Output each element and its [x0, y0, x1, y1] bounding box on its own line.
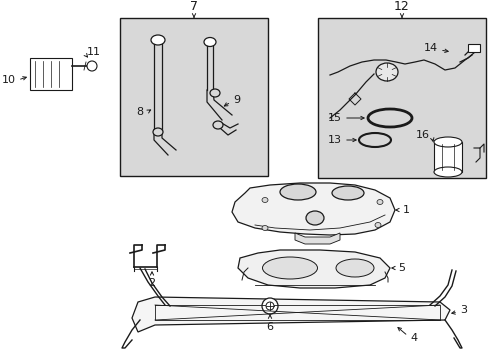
Text: 16: 16 [415, 130, 429, 140]
Text: 7: 7 [190, 0, 198, 13]
Text: 4: 4 [409, 333, 416, 343]
Ellipse shape [262, 225, 267, 230]
Polygon shape [294, 233, 339, 244]
Bar [317, 18, 485, 178]
Bar [120, 18, 267, 176]
Bar [30, 58, 72, 90]
Ellipse shape [376, 199, 382, 204]
Text: 2: 2 [148, 278, 155, 288]
Text: 14: 14 [423, 43, 437, 53]
Ellipse shape [280, 184, 315, 200]
Text: 12: 12 [393, 0, 409, 13]
Bar [433, 142, 461, 172]
Ellipse shape [433, 167, 461, 177]
Polygon shape [132, 297, 449, 332]
Ellipse shape [262, 257, 317, 279]
Ellipse shape [153, 128, 163, 136]
Ellipse shape [374, 222, 380, 228]
Ellipse shape [151, 35, 164, 45]
Ellipse shape [375, 63, 397, 81]
Ellipse shape [335, 259, 373, 277]
Bar [467, 44, 479, 52]
Text: 1: 1 [402, 205, 409, 215]
Ellipse shape [209, 89, 220, 97]
Text: 5: 5 [397, 263, 404, 273]
Text: 15: 15 [327, 113, 341, 123]
Ellipse shape [203, 37, 216, 46]
Text: 13: 13 [327, 135, 341, 145]
Text: 10: 10 [2, 75, 16, 85]
Polygon shape [238, 250, 389, 288]
Ellipse shape [331, 186, 363, 200]
Polygon shape [231, 183, 394, 235]
Text: 6: 6 [266, 322, 273, 332]
Ellipse shape [213, 121, 223, 129]
Text: 8: 8 [136, 107, 142, 117]
Text: 9: 9 [232, 95, 240, 105]
Text: 3: 3 [459, 305, 466, 315]
Ellipse shape [265, 302, 273, 310]
Ellipse shape [87, 61, 97, 71]
Ellipse shape [262, 298, 278, 314]
Ellipse shape [433, 137, 461, 147]
Text: 11: 11 [87, 47, 101, 57]
Ellipse shape [262, 198, 267, 202]
Ellipse shape [305, 211, 324, 225]
